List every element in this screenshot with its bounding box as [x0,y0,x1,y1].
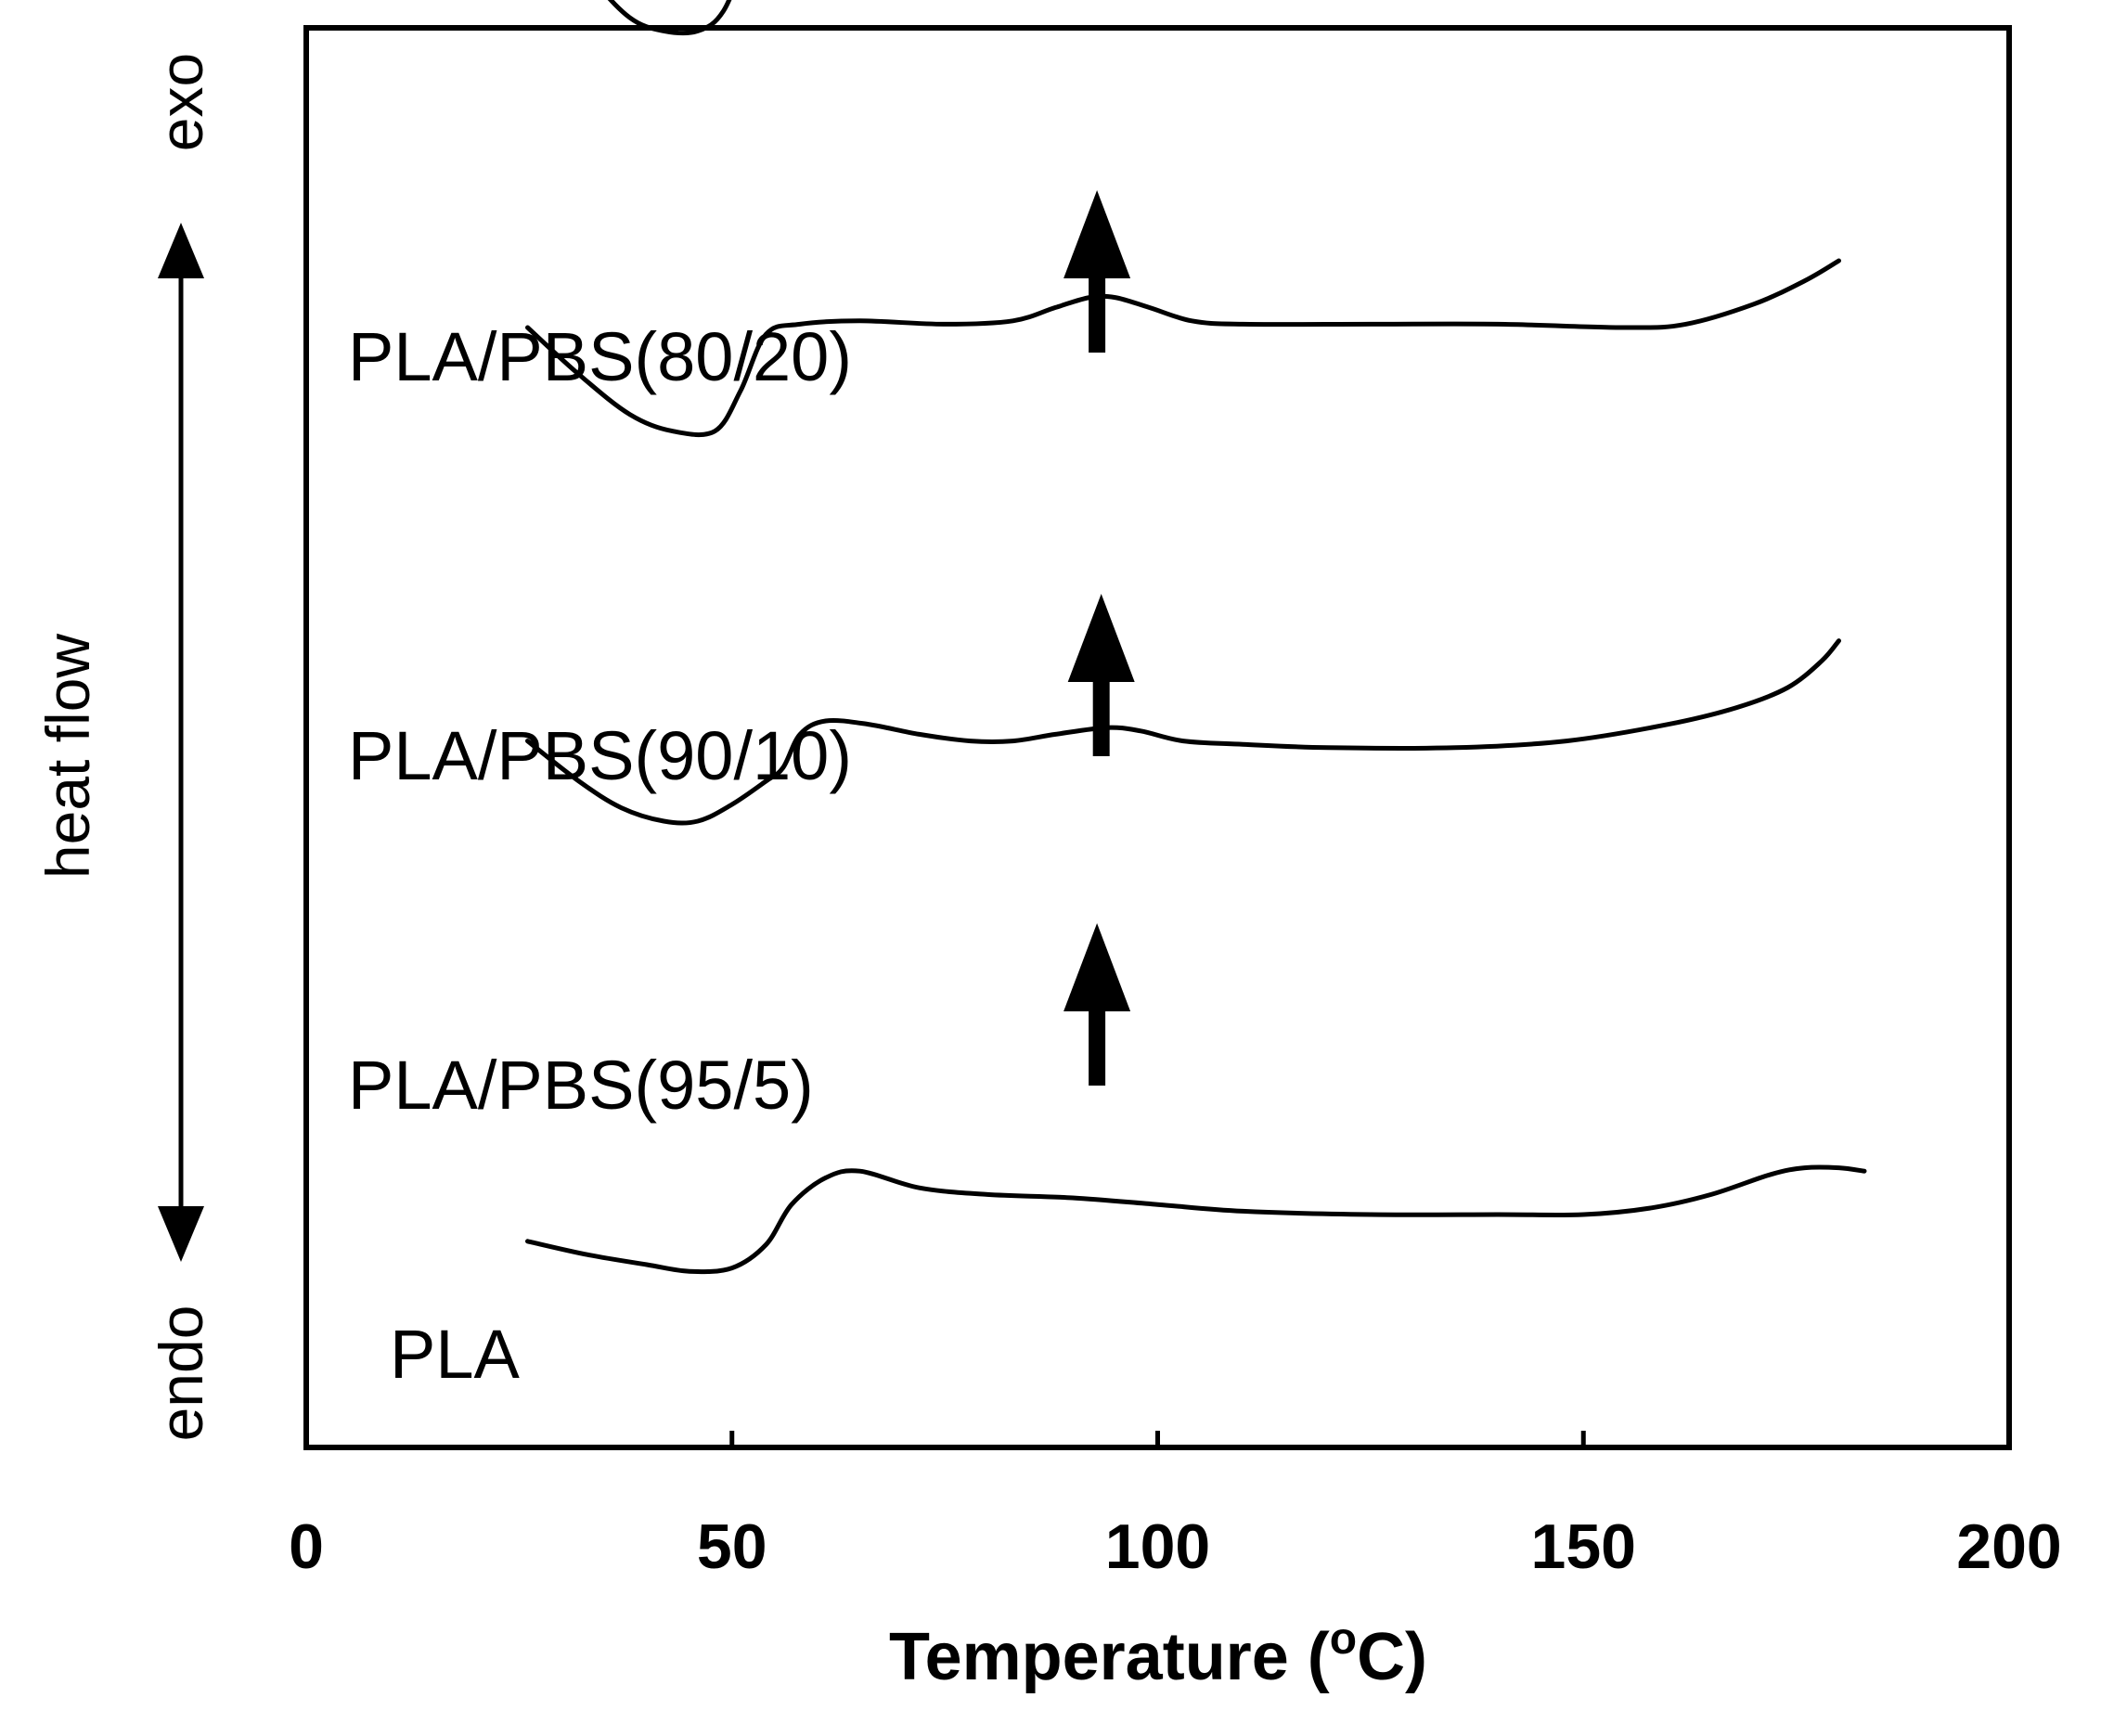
x-tick-label: 200 [1956,1511,2061,1582]
x-axis-title: Temperature (oC) [889,1614,1427,1694]
arrow-up-icon [1063,190,1131,353]
series-label: PLA/PBS(90/10) [348,717,852,794]
series-line [607,0,732,36]
series-label-group: PLA/PBS(80/20) PLA/PBS(90/10) PLA/PBS(95/5… [348,318,852,1393]
y-axis-arrow-up-icon [158,223,204,278]
y-axis-title: heat flow [33,634,102,879]
series-label: PLA [390,1316,521,1393]
x-tick-label: 50 [697,1511,767,1582]
series-line [525,258,1841,438]
x-axis: 0 50 100 150 200 [289,1431,2062,1582]
y-axis-arrow-down-icon [158,1206,204,1262]
series-line [525,1164,1867,1275]
x-tick-label: 0 [289,1511,324,1582]
series-group [525,0,1867,1275]
series-label: PLA/PBS(80/20) [348,318,852,395]
series-label: PLA/PBS(95/5) [348,1047,814,1124]
series-line [525,638,1841,826]
marker-group [1063,190,1135,1086]
x-tick-label: 150 [1531,1511,1636,1582]
arrow-up-icon [1067,594,1135,756]
y-axis-endo-label: endo [147,1305,215,1442]
arrow-up-icon [1063,923,1131,1086]
x-tick-label: 100 [1105,1511,1210,1582]
y-axis-annotation: exo heat flow endo [33,53,215,1442]
y-axis-exo-label: exo [147,53,215,151]
